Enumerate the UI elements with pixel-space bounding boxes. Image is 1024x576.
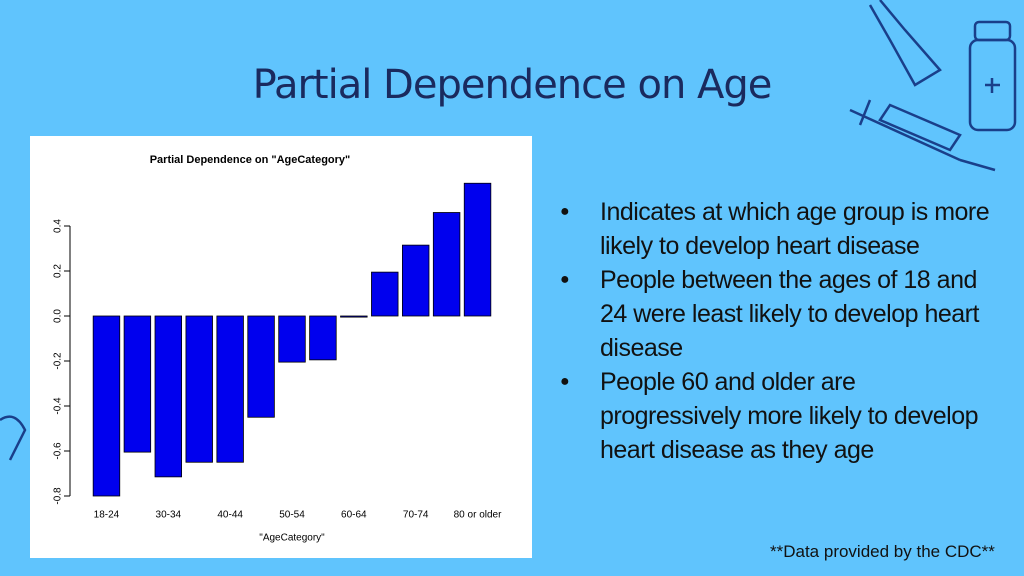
x-tick-label: 80 or older bbox=[454, 510, 502, 521]
footnote: **Data provided by the CDC** bbox=[770, 542, 995, 561]
bar bbox=[463, 182, 492, 317]
bar bbox=[278, 315, 306, 363]
slide-title: Partial Dependence on Age bbox=[252, 62, 773, 108]
bar bbox=[340, 315, 368, 318]
x-tick-label: 70-74 bbox=[403, 510, 429, 521]
bar bbox=[309, 315, 337, 361]
y-tick-label: -0.6 bbox=[53, 442, 64, 460]
y-tick-label: 0.4 bbox=[53, 219, 64, 233]
bullet: People 60 and older are progressively mo… bbox=[560, 365, 1000, 467]
bullet: People between the ages of 18 and 24 wer… bbox=[560, 263, 1000, 365]
bar bbox=[401, 244, 430, 317]
chart-title: Partial Dependence on "AgeCategory" bbox=[150, 154, 351, 166]
x-axis-label: "AgeCategory" bbox=[259, 533, 325, 544]
x-tick-label: 60-64 bbox=[341, 510, 367, 521]
x-tick-label: 50-54 bbox=[279, 510, 305, 521]
bar bbox=[154, 315, 183, 478]
bar bbox=[92, 315, 121, 497]
bar bbox=[247, 315, 275, 418]
chart: Partial Dependence on "AgeCategory" "Age… bbox=[30, 136, 532, 558]
bar bbox=[216, 315, 244, 463]
y-tick-label: 0.0 bbox=[53, 309, 64, 323]
y-tick-label: -0.8 bbox=[53, 487, 64, 505]
x-tick-label: 40-44 bbox=[217, 510, 243, 521]
x-tick-label: 30-34 bbox=[156, 510, 182, 521]
bar bbox=[185, 315, 213, 463]
bar bbox=[123, 315, 152, 453]
bullet-list: Indicates at which age group is more lik… bbox=[560, 195, 1000, 467]
bullet: Indicates at which age group is more lik… bbox=[560, 195, 1000, 263]
bar bbox=[371, 271, 399, 317]
y-tick-label: -0.2 bbox=[53, 352, 64, 370]
y-tick-label: 0.2 bbox=[53, 264, 64, 278]
y-tick-label: -0.4 bbox=[53, 397, 64, 415]
x-tick-label: 18-24 bbox=[94, 510, 120, 521]
bar bbox=[432, 212, 461, 317]
